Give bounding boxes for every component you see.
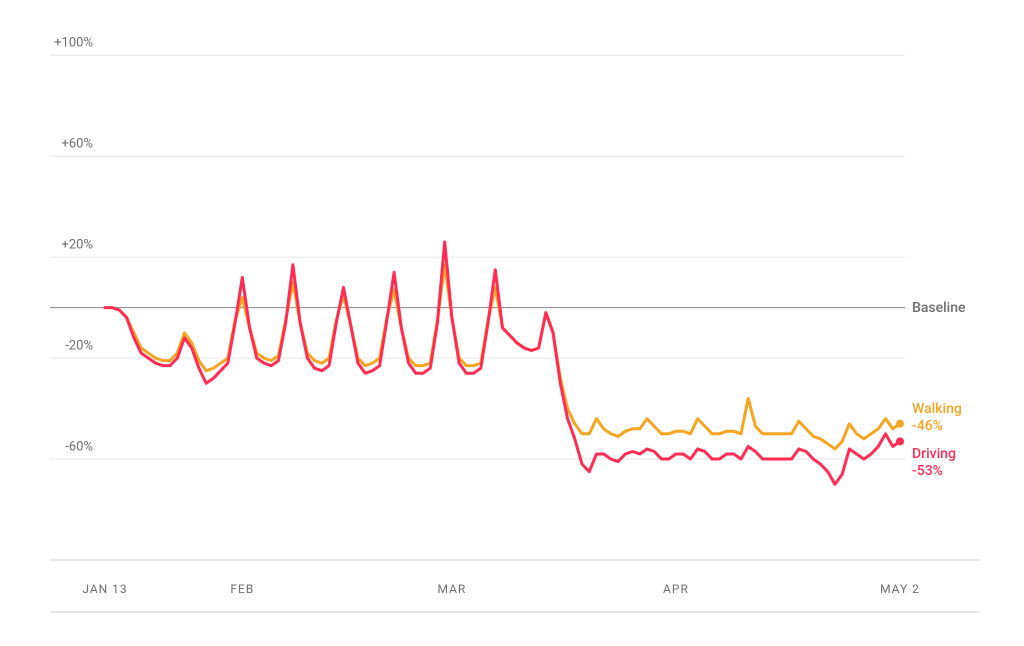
series-value-driving: -53%	[912, 463, 956, 480]
series-name-walking: Walking	[912, 401, 962, 418]
y-tick-label: -60%	[65, 440, 93, 455]
baseline-label: Baseline	[912, 300, 966, 316]
chart-container: +100% +60% +20% -20% -60% Baseline JAN 13 FEB MA…	[0, 0, 1024, 646]
x-tick-label: JAN 13	[82, 582, 127, 596]
series-label-walking: Walking-46%	[912, 401, 962, 435]
y-tick-label: -20%	[65, 339, 93, 354]
series-value-walking: -46%	[912, 418, 962, 435]
series-end-marker-walking	[896, 420, 904, 428]
x-tick-label: MAY 2	[880, 582, 920, 596]
series-name-driving: Driving	[912, 447, 956, 464]
y-tick-label: +20%	[61, 238, 93, 253]
series-line-driving	[105, 242, 900, 484]
x-tick-label: APR	[663, 582, 689, 596]
series-line-walking	[105, 265, 900, 449]
series-end-marker-driving	[896, 437, 904, 445]
y-tick-label: +60%	[61, 137, 93, 152]
x-tick-label: FEB	[230, 582, 254, 596]
y-tick-label: +100%	[54, 36, 93, 51]
x-tick-label: MAR	[438, 582, 467, 596]
series-label-driving: Driving-53%	[912, 447, 956, 481]
chart-svg	[0, 0, 1024, 646]
